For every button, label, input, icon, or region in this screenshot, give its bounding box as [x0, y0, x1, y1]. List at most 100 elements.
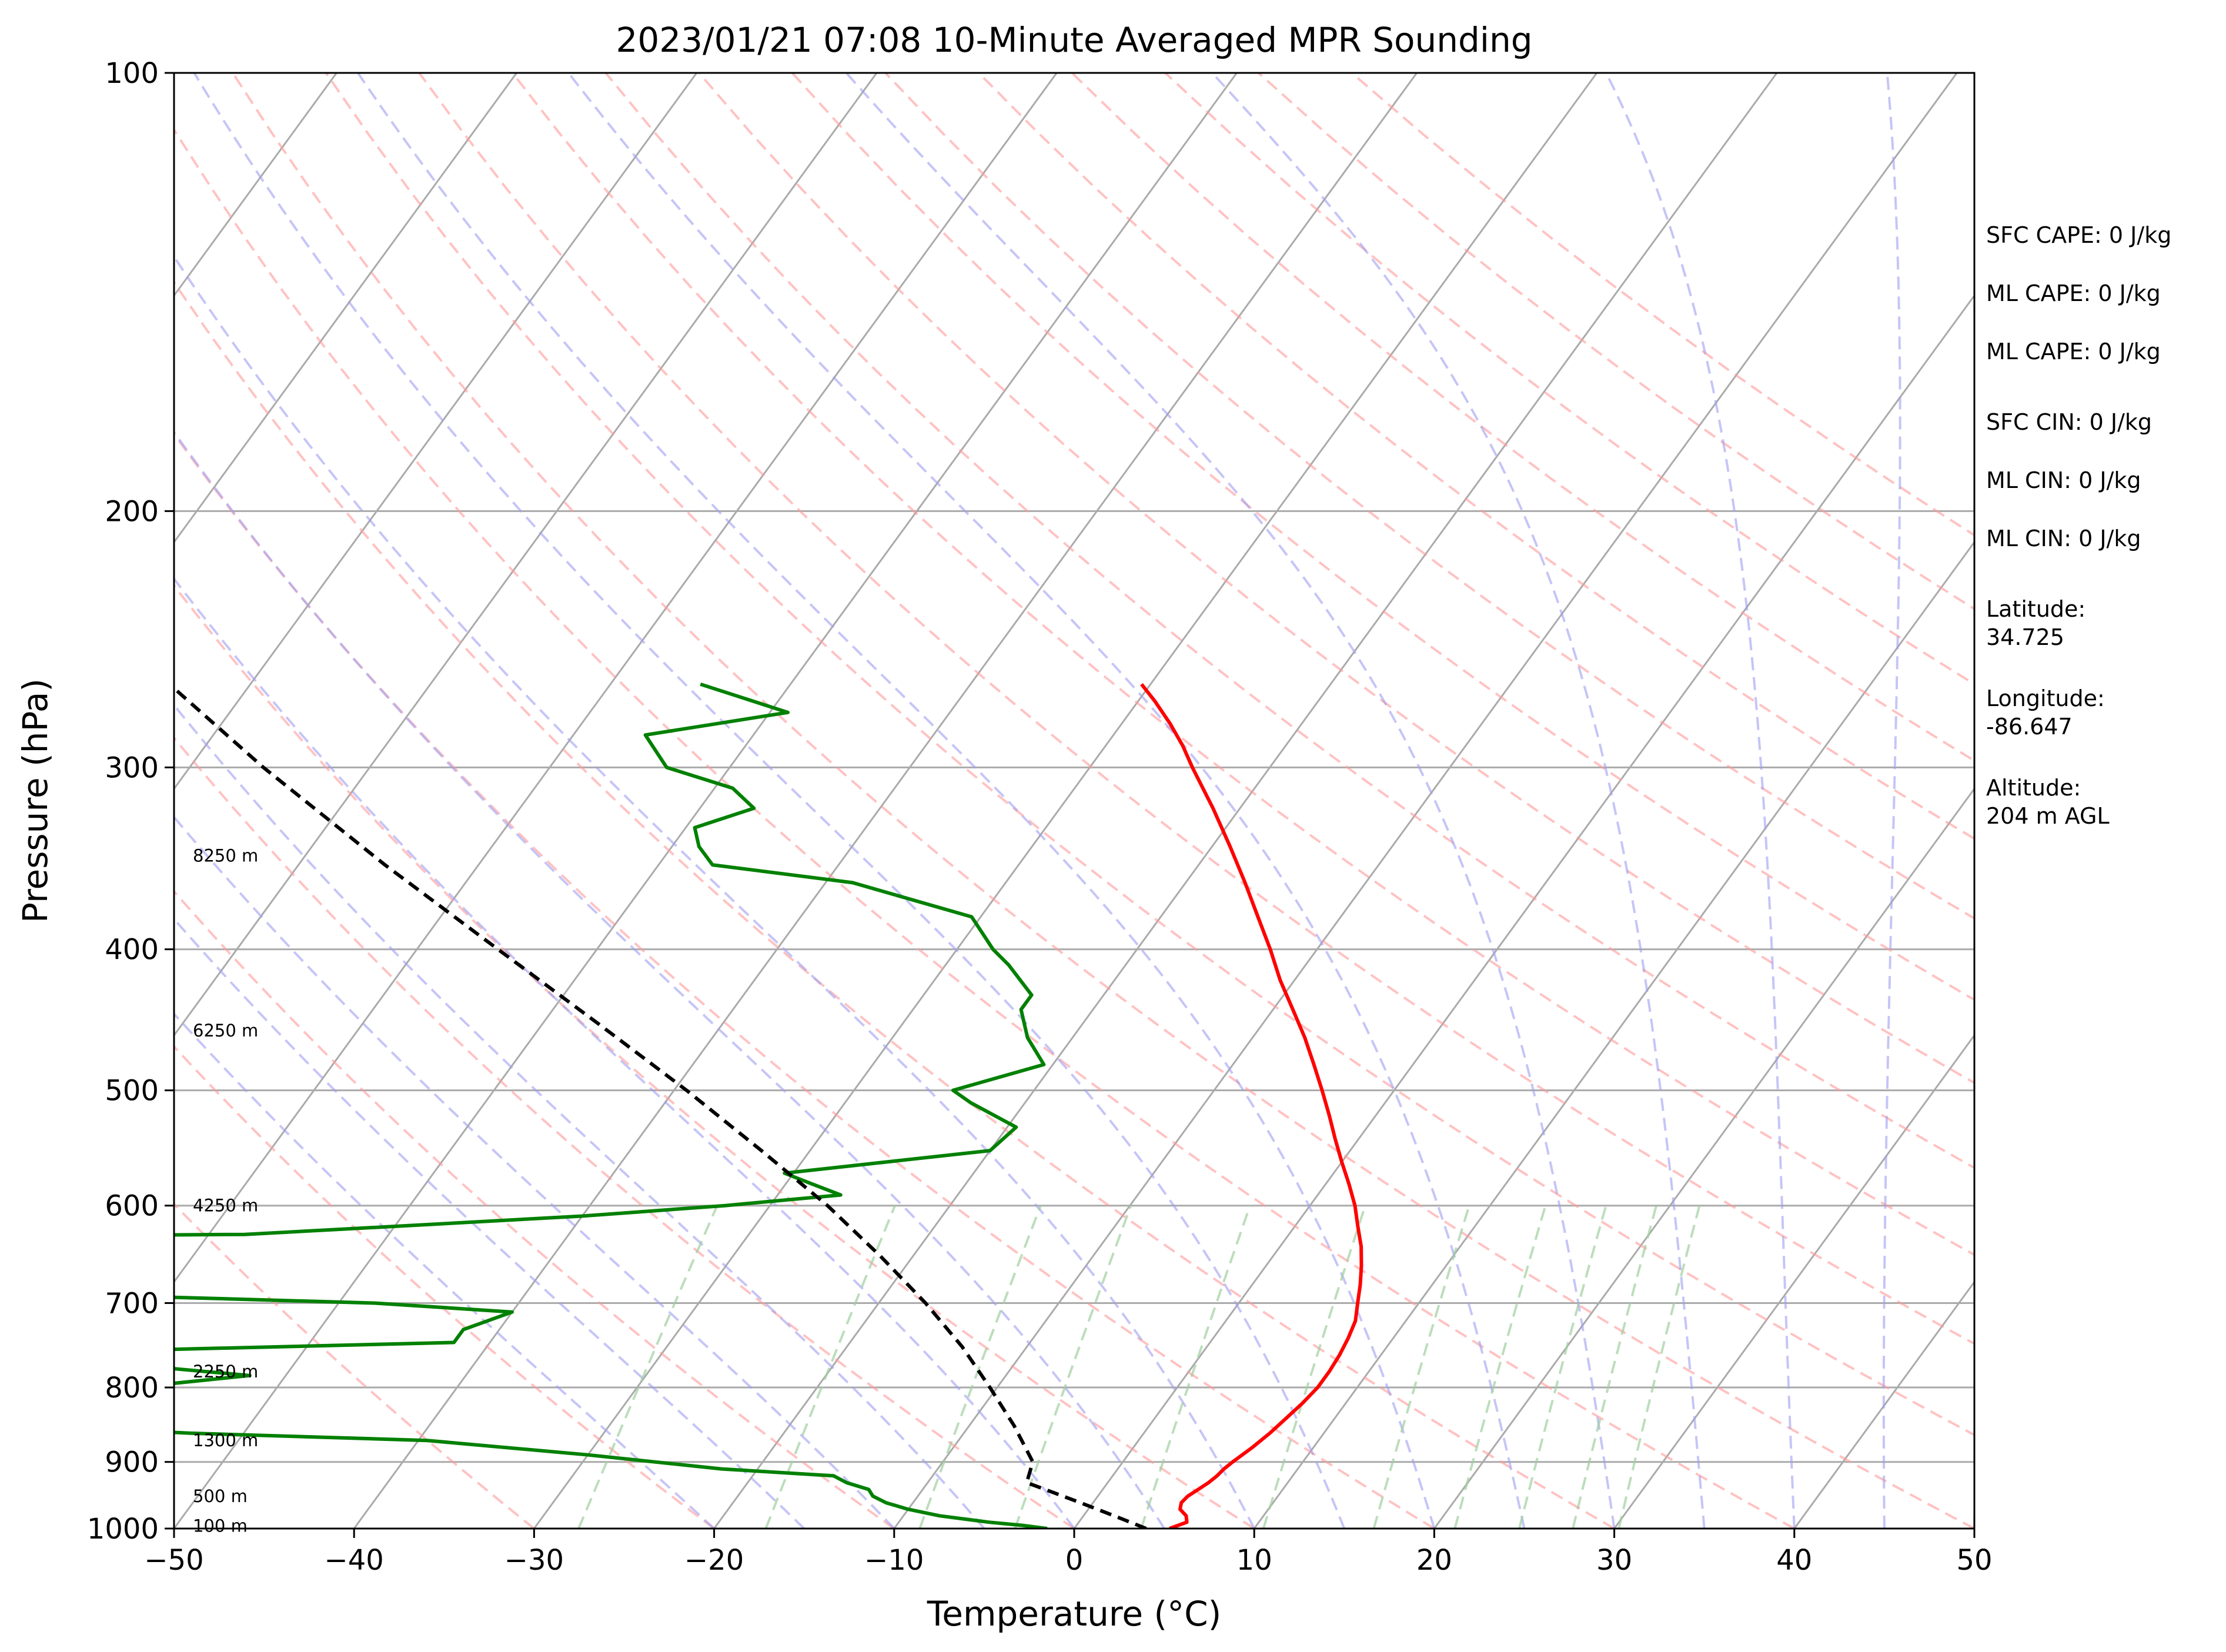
moist-adiabat: [845, 73, 1616, 1529]
moist-adiabat: [174, 917, 805, 1529]
y-axis: 100 200 300 400 500 600 700 800 900 1000: [87, 57, 174, 1546]
chart-grid: [174, 73, 2226, 1529]
dry-adiabat: [174, 583, 1255, 1529]
x-axis-label: Temperature (°C): [927, 1594, 1222, 1634]
x-tick-label: 30: [1596, 1544, 1632, 1577]
y-tick-label: 100: [105, 57, 159, 90]
x-axis: −50 −40 −30 −20 −10 0 10 20 30 40 50: [144, 1529, 1993, 1577]
series-line-1: [1140, 683, 1363, 1529]
dry-adiabat: [174, 1045, 715, 1529]
isotherm: [174, 73, 698, 791]
height-label: 1300 m: [193, 1430, 258, 1450]
mixing-ratio-line: [1140, 1205, 1251, 1529]
moist-adiabat: [174, 254, 1255, 1529]
mixing-ratio-line: [1262, 1205, 1367, 1529]
info-text: Longitude:: [1986, 685, 2105, 711]
info-text: ML CAPE: 0 J/kg: [1986, 280, 2161, 306]
info-panel: SFC CAPE: 0 J/kg ML CAPE: 0 J/kg ML CAPE: …: [1986, 222, 2171, 829]
mixing-ratio-line: [764, 1205, 896, 1529]
x-tick-label: −20: [684, 1544, 744, 1577]
info-text: ML CAPE: 0 J/kg: [1986, 339, 2161, 364]
height-label: 8250 m: [193, 846, 258, 866]
dry-adiabat: [174, 889, 895, 1529]
moist-adiabat: [1605, 73, 1796, 1529]
dry-adiabat: [978, 73, 1974, 840]
x-tick-label: 0: [1065, 1544, 1084, 1577]
mixing-ratio-line: [577, 1205, 718, 1529]
isotherm: [174, 73, 517, 544]
moist-adiabat: [174, 430, 1165, 1529]
dry-adiabat: [174, 127, 1795, 1529]
moist-adiabat: [193, 73, 1346, 1529]
dry-adiabat: [325, 73, 1974, 1437]
dry-adiabat: [174, 1202, 535, 1529]
moist-adiabat: [567, 73, 1526, 1529]
height-label: 4250 m: [193, 1196, 258, 1216]
y-tick-label: 200: [105, 495, 159, 528]
isotherm: [174, 73, 1238, 1529]
dry-adiabat: [604, 73, 1974, 1169]
isotherm: [1613, 1034, 1974, 1529]
x-tick-label: 20: [1416, 1544, 1452, 1577]
x-tick-label: −50: [144, 1544, 203, 1577]
info-text: ML CIN: 0 J/kg: [1986, 467, 2141, 493]
isotherm: [174, 73, 1058, 1284]
isotherm: [353, 73, 1418, 1529]
moist-adiabat: [1882, 73, 1901, 1529]
info-text: SFC CAPE: 0 J/kg: [1986, 222, 2171, 248]
isotherm: [1433, 787, 1974, 1529]
y-tick-label: 900: [105, 1446, 159, 1479]
x-tick-label: 40: [1776, 1544, 1812, 1577]
moist-adiabat: [357, 73, 1436, 1529]
isotherm: [174, 73, 878, 1037]
isotherm: [893, 73, 1958, 1529]
info-text: 34.725: [1986, 624, 2064, 650]
isotherm: [713, 73, 1778, 1529]
dry-adiabat: [512, 73, 1974, 1256]
dry-adiabat: [791, 73, 1974, 1001]
y-tick-label: 500: [105, 1075, 159, 1108]
info-text: -86.647: [1986, 714, 2073, 740]
mixing-ratio-line: [1572, 1205, 1658, 1529]
moist-adiabat: [1211, 73, 1706, 1529]
mixing-ratio-line: [918, 1205, 1042, 1529]
x-tick-label: 50: [1956, 1544, 1992, 1577]
chart-title: 2023/01/21 07:08 10-Minute Averaged MPR …: [616, 20, 1532, 60]
mixing-ratio-line: [1014, 1205, 1132, 1529]
mixing-ratio-line: [1518, 1205, 1607, 1529]
y-axis-label: Pressure (hPa): [15, 678, 55, 923]
y-tick-label: 700: [105, 1287, 159, 1320]
info-text: 204 m AGL: [1986, 803, 2110, 829]
height-label: 2250 m: [193, 1362, 258, 1382]
y-tick-label: 800: [105, 1372, 159, 1404]
isotherm: [533, 73, 1598, 1529]
mixing-ratio-line: [1372, 1205, 1470, 1529]
height-label: 6250 m: [193, 1021, 258, 1041]
y-tick-label: 300: [105, 751, 159, 784]
info-text: ML CIN: 0 J/kg: [1986, 526, 2141, 551]
isotherm: [1253, 540, 1974, 1529]
dry-adiabat: [1071, 73, 1974, 763]
series-line-2: [174, 682, 1048, 1529]
series-line-3: [174, 687, 1147, 1529]
y-tick-label: 400: [105, 934, 159, 967]
dry-adiabat: [174, 280, 1615, 1529]
moist-adiabat: [174, 577, 1075, 1529]
mixing-ratio-line: [1617, 1205, 1701, 1529]
x-tick-label: −40: [325, 1544, 384, 1577]
isotherm: [1793, 1280, 1974, 1529]
info-text: SFC CIN: 0 J/kg: [1986, 409, 2152, 435]
info-text: Altitude:: [1986, 775, 2081, 801]
x-tick-label: −30: [504, 1544, 564, 1577]
y-tick-label: 1000: [87, 1513, 159, 1546]
dry-adiabat: [418, 73, 1974, 1345]
x-tick-label: 10: [1236, 1544, 1272, 1577]
mixing-ratio-line: [1453, 1205, 1547, 1529]
height-labels: 100 m 500 m 1300 m 2250 m 4250 m 6250 m 8250 m: [193, 846, 258, 1536]
isotherm: [2154, 73, 2226, 1529]
info-text: Latitude:: [1986, 596, 2085, 622]
isotherm: [1073, 294, 1974, 1529]
chart-series: [174, 682, 1363, 1529]
y-tick-label: 600: [105, 1190, 159, 1223]
